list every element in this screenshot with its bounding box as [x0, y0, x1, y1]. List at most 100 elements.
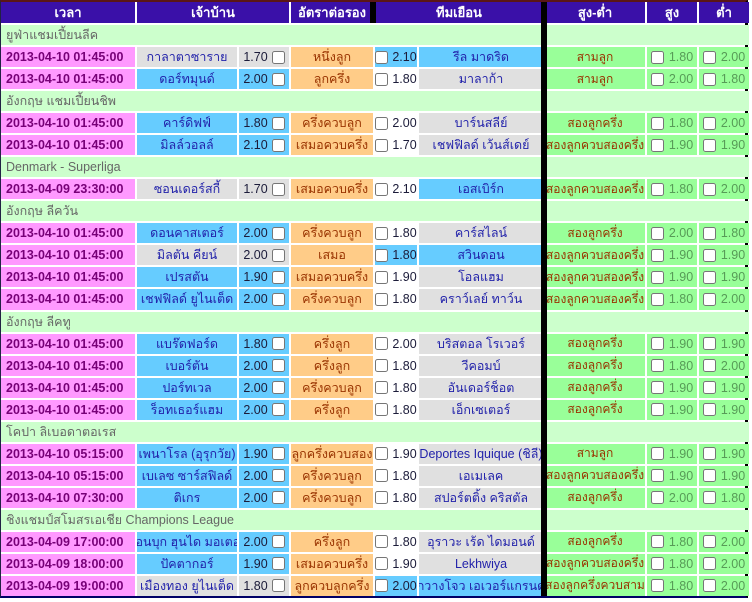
over-checkbox[interactable]	[650, 226, 664, 240]
over-under-line: สองลูกครึ่ง	[545, 333, 645, 354]
over-checkbox[interactable]	[650, 403, 664, 417]
under-checkbox[interactable]	[702, 491, 716, 505]
over-checkbox[interactable]	[650, 72, 664, 86]
home-odds-checkbox[interactable]	[271, 447, 285, 461]
away-odds-checkbox[interactable]	[375, 182, 389, 196]
home-odds-checkbox[interactable]	[271, 138, 285, 152]
over-checkbox[interactable]	[650, 579, 664, 593]
over-odds-cell: 2.00	[647, 223, 697, 244]
home-odds-value: 2.00	[243, 226, 268, 241]
away-odds-checkbox[interactable]	[375, 535, 389, 549]
away-odds-value: 1.80	[392, 402, 417, 417]
home-odds-cell: 2.00	[239, 465, 289, 486]
under-checkbox[interactable]	[702, 226, 716, 240]
over-checkbox[interactable]	[650, 50, 664, 64]
handicap-line: เสมอควบครึ่ง	[291, 179, 373, 200]
home-odds-checkbox[interactable]	[271, 248, 285, 262]
home-odds-checkbox[interactable]	[271, 469, 285, 483]
under-checkbox[interactable]	[702, 182, 716, 196]
away-odds-cell: 1.80	[375, 223, 417, 244]
over-checkbox[interactable]	[650, 270, 664, 284]
under-checkbox[interactable]	[702, 403, 716, 417]
under-checkbox[interactable]	[702, 292, 716, 306]
home-team: ปอร์ทเวล	[137, 377, 237, 398]
home-odds-value: 2.00	[243, 468, 268, 483]
away-odds-checkbox[interactable]	[375, 72, 389, 86]
away-odds-checkbox[interactable]	[375, 403, 389, 417]
home-odds-checkbox[interactable]	[271, 292, 285, 306]
home-odds-checkbox[interactable]	[271, 72, 285, 86]
under-odds-cell: 1.90	[699, 333, 749, 354]
over-checkbox[interactable]	[650, 359, 664, 373]
away-odds-checkbox[interactable]	[375, 381, 389, 395]
away-odds-checkbox[interactable]	[375, 337, 389, 351]
over-checkbox[interactable]	[650, 535, 664, 549]
away-odds-checkbox[interactable]	[375, 447, 389, 461]
home-odds-checkbox[interactable]	[271, 182, 285, 196]
away-odds-checkbox[interactable]	[375, 491, 389, 505]
under-checkbox[interactable]	[702, 469, 716, 483]
home-odds-checkbox[interactable]	[271, 226, 285, 240]
away-odds-checkbox[interactable]	[375, 557, 389, 571]
handicap-line: ครึ่งลูก	[291, 355, 373, 376]
home-odds-value: 2.00	[243, 72, 268, 87]
away-odds-checkbox[interactable]	[375, 292, 389, 306]
home-odds-checkbox[interactable]	[271, 337, 285, 351]
under-checkbox[interactable]	[702, 579, 716, 593]
over-checkbox[interactable]	[650, 292, 664, 306]
over-checkbox[interactable]	[650, 381, 664, 395]
over-under-line: สามลูก	[545, 69, 645, 90]
over-checkbox[interactable]	[650, 557, 664, 571]
league-header-row: อังกฤษ แชมเปี้ยนชิพ	[1, 91, 749, 112]
home-odds-cell: 2.10	[239, 135, 289, 156]
away-odds-checkbox[interactable]	[375, 248, 389, 262]
under-checkbox[interactable]	[702, 248, 716, 262]
away-odds-checkbox[interactable]	[375, 469, 389, 483]
under-odds-value: 2.00	[720, 182, 746, 197]
over-checkbox[interactable]	[650, 491, 664, 505]
away-odds-checkbox[interactable]	[375, 579, 389, 593]
over-odds-cell: 1.80	[647, 355, 697, 376]
home-odds-checkbox[interactable]	[271, 557, 285, 571]
under-odds-value: 1.90	[720, 138, 746, 153]
home-odds-checkbox[interactable]	[271, 579, 285, 593]
home-odds-checkbox[interactable]	[271, 270, 285, 284]
under-checkbox[interactable]	[702, 270, 716, 284]
under-checkbox[interactable]	[702, 535, 716, 549]
match-row: 2013-04-10 01:45:00 เชฟฟิลด์ ยูไนเต็ด 2.…	[1, 289, 749, 310]
over-checkbox[interactable]	[650, 469, 664, 483]
under-checkbox[interactable]	[702, 72, 716, 86]
away-odds-checkbox[interactable]	[375, 50, 389, 64]
under-odds-cell: 1.90	[699, 399, 749, 420]
over-checkbox[interactable]	[650, 116, 664, 130]
home-odds-checkbox[interactable]	[271, 403, 285, 417]
away-odds-checkbox[interactable]	[375, 138, 389, 152]
home-odds-checkbox[interactable]	[271, 535, 285, 549]
over-checkbox[interactable]	[650, 248, 664, 262]
under-checkbox[interactable]	[702, 447, 716, 461]
under-checkbox[interactable]	[702, 50, 716, 64]
over-checkbox[interactable]	[650, 138, 664, 152]
away-odds-checkbox[interactable]	[375, 359, 389, 373]
away-odds-checkbox[interactable]	[375, 270, 389, 284]
home-odds-checkbox[interactable]	[271, 116, 285, 130]
away-team: บริสตอล โรเวอร์	[419, 333, 543, 354]
under-odds-cell: 1.80	[699, 69, 749, 90]
over-checkbox[interactable]	[650, 182, 664, 196]
home-odds-checkbox[interactable]	[271, 359, 285, 373]
under-checkbox[interactable]	[702, 116, 716, 130]
over-checkbox[interactable]	[650, 337, 664, 351]
under-checkbox[interactable]	[702, 381, 716, 395]
under-checkbox[interactable]	[702, 359, 716, 373]
under-checkbox[interactable]	[702, 138, 716, 152]
away-odds-checkbox[interactable]	[375, 116, 389, 130]
away-odds-checkbox[interactable]	[375, 226, 389, 240]
home-odds-checkbox[interactable]	[271, 381, 285, 395]
away-odds-value: 1.80	[392, 226, 417, 241]
home-odds-checkbox[interactable]	[271, 50, 285, 64]
home-odds-checkbox[interactable]	[271, 491, 285, 505]
under-checkbox[interactable]	[702, 337, 716, 351]
match-row: 2013-04-10 01:45:00 ร็อทเธอร์แฮม 2.00 คร…	[1, 399, 749, 420]
under-checkbox[interactable]	[702, 557, 716, 571]
over-checkbox[interactable]	[650, 447, 664, 461]
